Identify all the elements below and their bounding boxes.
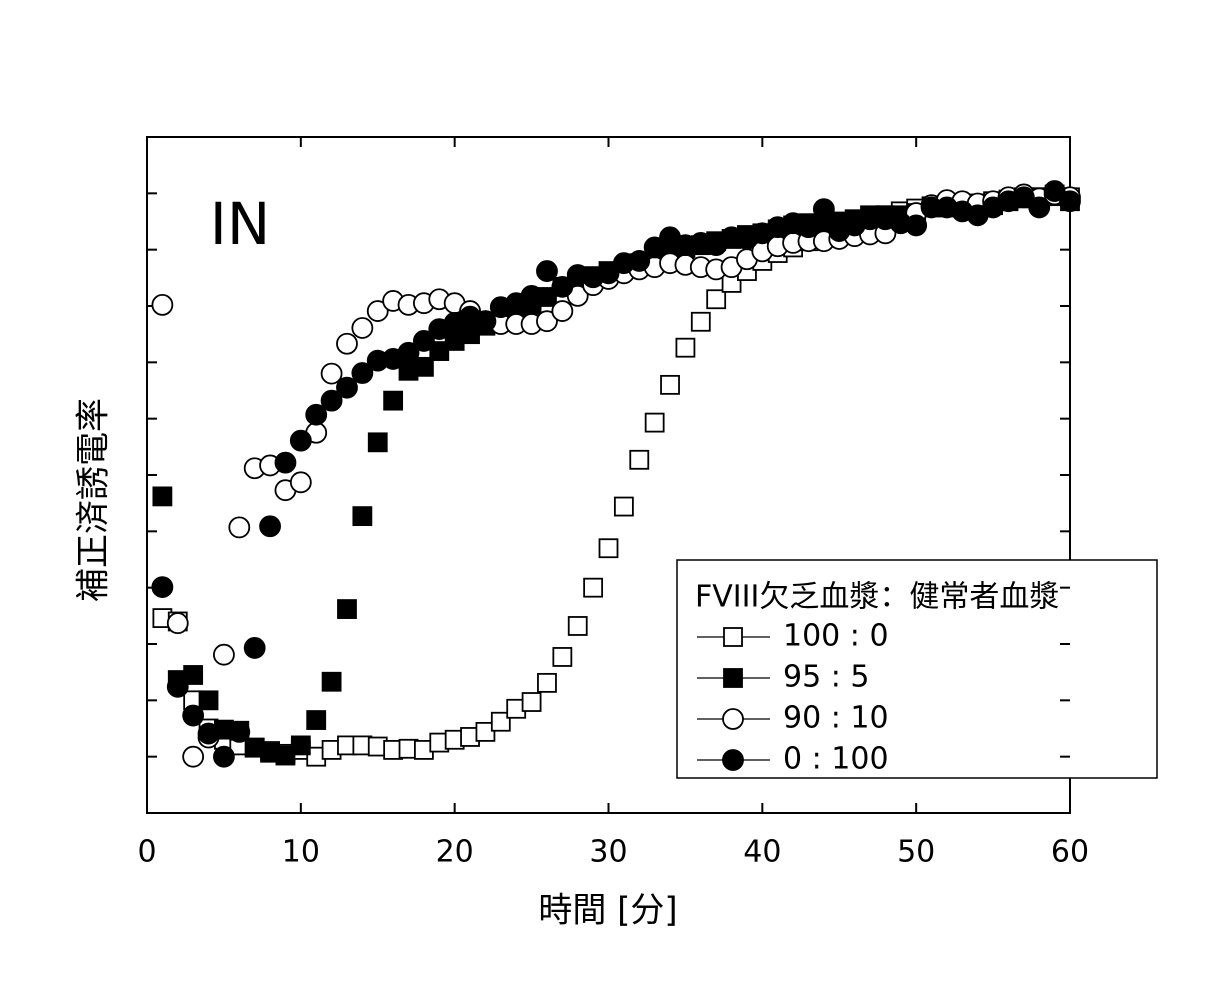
data-point <box>152 295 172 315</box>
data-point <box>229 722 249 742</box>
data-point <box>307 711 325 729</box>
data-point <box>906 215 926 235</box>
data-point <box>199 724 219 744</box>
data-point <box>522 286 542 306</box>
data-point <box>1060 191 1080 211</box>
data-point <box>569 617 587 635</box>
data-point <box>152 577 172 597</box>
data-point <box>229 517 249 537</box>
data-point <box>322 364 342 384</box>
data-point <box>153 487 171 505</box>
data-point <box>245 638 265 658</box>
legend-label: 0 : 100 <box>783 742 889 777</box>
data-point <box>200 691 218 709</box>
legend-label: 95 : 5 <box>783 660 869 695</box>
data-point <box>275 453 295 473</box>
x-tick-label: 50 <box>897 835 935 870</box>
data-point <box>552 301 572 321</box>
legend-title: FVIII欠乏血漿：健常者血漿 <box>695 580 1059 615</box>
data-point <box>707 290 725 308</box>
data-point <box>183 706 203 726</box>
data-point <box>600 539 618 557</box>
data-point <box>537 261 557 281</box>
data-point <box>168 613 188 633</box>
annotation: IN <box>210 190 271 258</box>
x-tick-label: 20 <box>436 835 474 870</box>
data-point <box>291 472 311 492</box>
data-point <box>584 579 602 597</box>
data-point <box>168 677 188 697</box>
data-point <box>183 747 203 767</box>
data-point <box>337 334 357 354</box>
data-point <box>676 339 694 357</box>
data-point <box>615 498 633 516</box>
data-point <box>337 378 357 398</box>
y-axis-label: 補正済誘電率 <box>74 398 114 602</box>
x-tick-label: 40 <box>743 835 781 870</box>
data-point <box>291 431 311 451</box>
data-point <box>353 507 371 525</box>
data-point <box>630 451 648 469</box>
data-point <box>646 414 664 432</box>
data-point <box>338 600 356 618</box>
data-point <box>692 313 710 331</box>
data-point <box>214 747 234 767</box>
data-point <box>475 311 495 331</box>
data-point <box>523 693 541 711</box>
x-tick-label: 0 <box>137 835 156 870</box>
x-axis-label: 時間 [分] <box>538 891 677 931</box>
x-tick-label: 60 <box>1051 835 1089 870</box>
data-point <box>814 199 834 219</box>
legend-marker <box>724 669 742 687</box>
legend-label: 100 : 0 <box>783 619 889 654</box>
data-point <box>352 318 372 338</box>
legend-marker <box>724 628 742 646</box>
legend-marker <box>723 709 743 729</box>
data-point <box>798 217 818 237</box>
data-point <box>260 516 280 536</box>
x-tick-label: 10 <box>282 835 320 870</box>
data-point <box>384 392 402 410</box>
legend-marker <box>723 750 743 770</box>
legend-label: 90 : 10 <box>783 701 889 736</box>
data-point <box>1029 197 1049 217</box>
data-point <box>292 736 310 754</box>
data-point <box>323 673 341 691</box>
data-point <box>661 376 679 394</box>
data-point <box>214 645 234 665</box>
x-tick-label: 30 <box>589 835 627 870</box>
data-point <box>553 648 571 666</box>
data-point <box>369 433 387 451</box>
data-point <box>538 674 556 692</box>
data-point <box>306 405 326 425</box>
